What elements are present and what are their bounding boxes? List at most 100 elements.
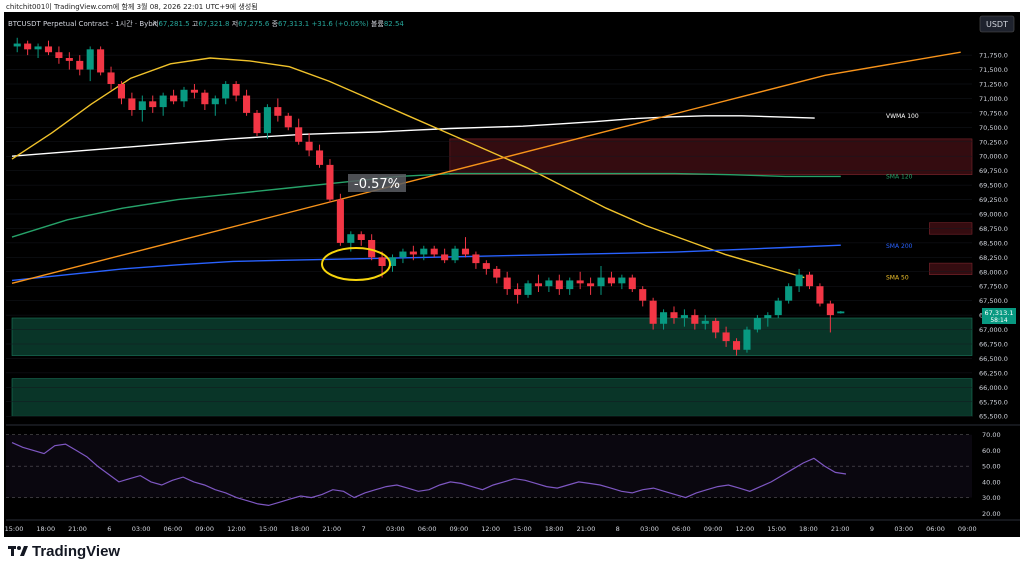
rsi-tick-label: 20.00 <box>982 510 1001 518</box>
price-tick-label: 65,500.0 <box>979 413 1008 421</box>
rsi-tick-label: 70.00 <box>982 431 1001 439</box>
series-line <box>11 172 841 238</box>
red-zone <box>929 262 973 275</box>
grid-layer <box>6 54 972 417</box>
green-zone <box>11 317 973 356</box>
candles-layer <box>13 37 845 356</box>
price-tick-label: 66,250.0 <box>979 369 1008 377</box>
candle-body <box>284 115 292 128</box>
candle-body <box>639 289 647 301</box>
candle-body <box>232 84 240 96</box>
last-price-countdown: 58:14 <box>990 317 1007 324</box>
candle-body <box>576 280 584 284</box>
candle-body <box>76 60 84 70</box>
zones-layer <box>11 138 973 417</box>
candle-body <box>34 46 42 50</box>
time-tick-label: 03:00 <box>640 525 659 533</box>
price-tick-label: 69,000.0 <box>979 211 1008 219</box>
candle-body <box>691 315 699 324</box>
candle-body <box>263 107 271 134</box>
candle-body <box>315 150 324 165</box>
time-tick-label: 12:00 <box>735 525 754 533</box>
rsi-tick-label: 60.00 <box>982 447 1001 455</box>
candle-body <box>701 320 709 324</box>
candle-body <box>399 251 407 258</box>
time-tick-label: 15:00 <box>259 525 278 533</box>
currency-badge[interactable] <box>979 15 1015 33</box>
currency-label: USDT <box>986 20 1008 29</box>
price-tick-label: 65,750.0 <box>979 398 1008 406</box>
rsi-line <box>11 442 847 507</box>
price-tick-label: 69,500.0 <box>979 182 1008 190</box>
candle-body <box>795 274 803 287</box>
candle-body <box>753 318 761 330</box>
rsi-band <box>6 434 972 498</box>
candle-body <box>680 315 688 318</box>
price-tick-label: 66,500.0 <box>979 355 1008 363</box>
candle-body <box>430 248 438 255</box>
candle-body <box>587 283 595 287</box>
candle-body <box>295 127 303 142</box>
time-tick-label: 09:00 <box>958 525 977 533</box>
candle-body <box>774 300 782 316</box>
candle-body <box>86 49 94 70</box>
time-tick-label: 7 <box>361 525 365 533</box>
candle-body <box>201 92 209 105</box>
candle-body <box>305 141 313 151</box>
moving-averages-layer <box>11 51 961 284</box>
highlight-ellipse <box>321 247 391 281</box>
candle-body <box>388 257 397 266</box>
candle-body <box>44 46 53 53</box>
tradingview-brand: TradingView <box>8 542 120 560</box>
candle-body <box>326 164 334 200</box>
price-tick-label: 69,750.0 <box>979 167 1008 175</box>
price-tick-label: 67,000.0 <box>979 326 1008 334</box>
candle-body <box>97 49 105 73</box>
candle-body <box>451 248 459 261</box>
candle-body <box>409 251 417 255</box>
series-label: SMA 200 <box>886 243 913 250</box>
candle-body <box>722 332 730 342</box>
price-tick-label: 70,750.0 <box>979 109 1008 117</box>
candle-body <box>545 280 553 287</box>
candle-body <box>222 84 230 99</box>
green-zone <box>11 378 973 417</box>
candle-body <box>441 254 449 261</box>
time-tick-label: 15:00 <box>513 525 532 533</box>
candle-body <box>336 199 344 243</box>
time-tick-label: 09:00 <box>450 525 469 533</box>
candle-body <box>243 95 251 113</box>
price-tick-label: 71,500.0 <box>979 66 1008 74</box>
candle-body <box>618 277 626 284</box>
candle-body <box>472 254 480 264</box>
candle-body <box>732 341 741 350</box>
candle-body <box>274 107 282 116</box>
candle-body <box>347 234 355 243</box>
red-zone <box>449 138 973 176</box>
chart-canvas[interactable]: 71,750.0 71,500.0 71,250.0 71,000.0 70,750.0… <box>4 12 1020 537</box>
time-tick-label: 03:00 <box>386 525 405 533</box>
time-tick-label: 18:00 <box>799 525 818 533</box>
candle-body <box>524 283 532 295</box>
candle-body <box>128 98 136 110</box>
candle-body <box>461 248 470 255</box>
rsi-layer <box>6 424 1020 507</box>
candle-body <box>190 89 198 93</box>
candle-body <box>253 112 261 134</box>
series-label: SMA 120 <box>886 173 913 180</box>
time-tick-label: 6 <box>107 525 111 533</box>
percent-annotation: -0.57% <box>354 177 400 192</box>
candle-body <box>378 257 386 266</box>
time-tick-label: 21:00 <box>322 525 341 533</box>
candle-body <box>159 95 167 108</box>
time-tick-label: 18:00 <box>36 525 55 533</box>
time-tick-label: 21:00 <box>831 525 850 533</box>
price-tick-label: 69,250.0 <box>979 196 1008 204</box>
series-label: VWMA 100 <box>886 113 919 120</box>
candle-body <box>566 280 574 290</box>
chart-panel[interactable]: 71,750.0 71,500.0 71,250.0 71,000.0 70,750.0… <box>4 12 1020 537</box>
legend-symbol: BTCUSDT Perpetual Contract · 1시간 · Bybit <box>8 19 158 28</box>
candle-body <box>660 312 668 324</box>
candle-body <box>65 58 73 61</box>
time-tick-label: 12:00 <box>481 525 500 533</box>
